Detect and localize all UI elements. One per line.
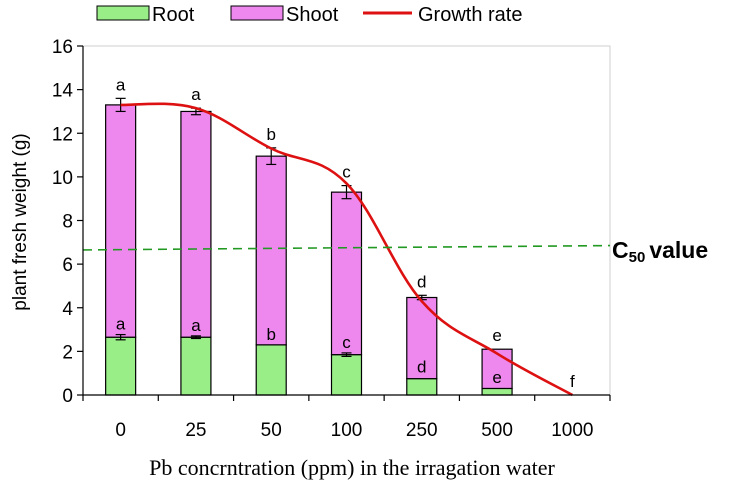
bar-root-25 <box>180 336 212 396</box>
legend-label-growth-rate: Growth rate <box>418 4 522 26</box>
x-tick-label-250: 250 <box>406 420 438 441</box>
y-tick-label-16: 16 <box>52 37 73 58</box>
letter-root-0: a <box>116 315 126 334</box>
bar-root-100 <box>330 354 363 396</box>
letter-root-25: a <box>191 316 201 335</box>
bar-root-50 <box>255 344 287 396</box>
bar-root-250 <box>406 378 438 396</box>
c50-label-main: C <box>612 237 629 263</box>
bar-shoot-50 <box>255 155 287 346</box>
legend-label-root: Root <box>152 4 195 26</box>
y-tick-label-2: 2 <box>62 342 73 363</box>
letter-root-100: c <box>342 333 351 352</box>
axes: 0 2 4 6 8 10 12 14 16 0 25 50 100 250 500 1000 Pb concrn… <box>10 37 611 480</box>
y-tick-label-6: 6 <box>62 255 73 276</box>
legend-swatch-shoot <box>230 5 284 21</box>
x-tick-label-0: 0 <box>115 420 126 441</box>
growth-rate-line <box>120 102 573 397</box>
x-tick-label-50: 50 <box>261 420 282 441</box>
c50-label-word: value <box>649 237 708 263</box>
letter-top-250: d <box>417 272 426 291</box>
x-tick-label-100: 100 <box>331 420 363 441</box>
legend: Root Shoot Growth rate <box>96 4 522 26</box>
bar-shoot-500 <box>481 348 513 390</box>
letter-top-1000: f <box>570 372 575 391</box>
letter-root-50: b <box>266 325 275 344</box>
x-tick-label-25: 25 <box>185 420 206 441</box>
bar-shoot-0 <box>105 104 137 338</box>
letter-root-250: d <box>417 358 426 377</box>
c50-threshold: C50 value <box>82 237 708 266</box>
legend-label-shoot: Shoot <box>286 4 339 26</box>
y-tick-label-12: 12 <box>52 124 73 145</box>
legend-swatch-root <box>96 5 150 21</box>
c50-label: C50 value <box>612 237 708 266</box>
letter-top-100: c <box>342 163 351 182</box>
letter-top-50: b <box>266 125 275 144</box>
y-tick-label-0: 0 <box>62 386 73 407</box>
x-axis-title: Pb concrntration (ppm) in the irragation… <box>149 455 555 480</box>
y-tick-label-10: 10 <box>52 168 73 189</box>
y-axis-title: plant fresh weight (g) <box>10 133 31 310</box>
bars <box>105 104 513 396</box>
c50-label-sub: 50 <box>629 249 646 266</box>
y-tick-label-8: 8 <box>62 212 73 233</box>
letter-root-500: e <box>492 368 501 387</box>
letter-top-500: e <box>492 326 501 345</box>
x-tick-label-1000: 1000 <box>551 420 593 441</box>
c50-line <box>82 244 611 251</box>
bar-shoot-100 <box>330 191 363 356</box>
letter-top-25: a <box>191 85 201 104</box>
x-tick-label-500: 500 <box>481 420 513 441</box>
bar-root-500 <box>481 387 513 396</box>
bar-shoot-25 <box>180 110 212 338</box>
y-tick-label-14: 14 <box>52 81 74 102</box>
bar-root-0 <box>105 336 137 396</box>
growth-rate-curve <box>120 102 573 397</box>
letter-top-0: a <box>116 75 126 94</box>
y-tick-label-4: 4 <box>62 299 73 320</box>
significance-letters: a a a a b b c c d d e e f <box>116 75 575 391</box>
